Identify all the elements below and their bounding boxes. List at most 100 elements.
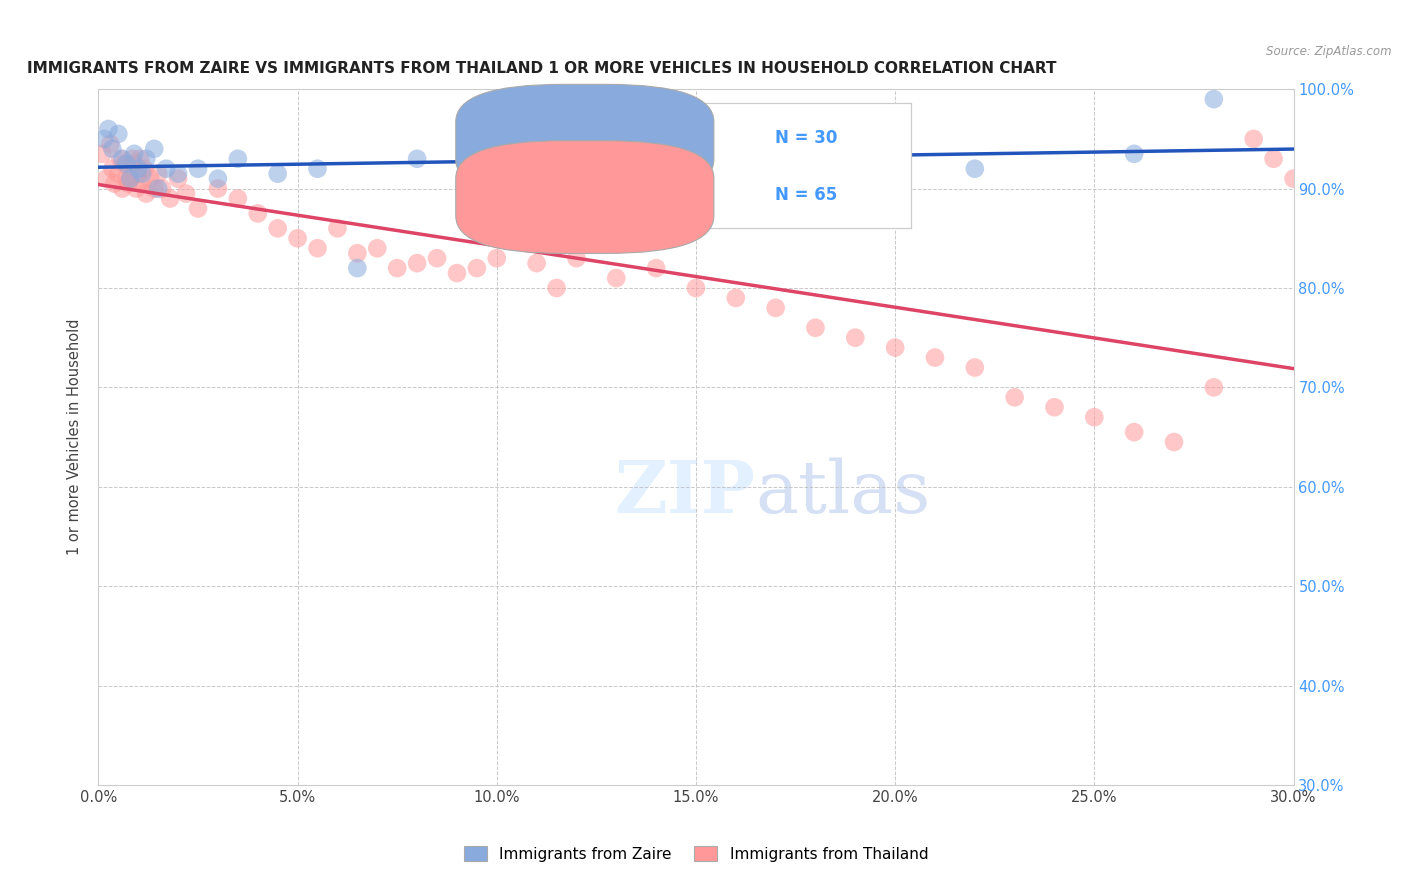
Point bbox=[150, 181, 173, 195]
Point bbox=[124, 146, 146, 161]
Point bbox=[101, 161, 124, 176]
Point bbox=[127, 161, 149, 176]
Point bbox=[93, 132, 115, 146]
Point bbox=[125, 181, 148, 195]
Point bbox=[924, 351, 946, 365]
Point bbox=[226, 152, 249, 166]
Point bbox=[107, 127, 129, 141]
Point bbox=[287, 231, 309, 245]
Point bbox=[565, 157, 588, 171]
Point bbox=[1083, 410, 1105, 425]
Point bbox=[346, 261, 368, 276]
Point bbox=[645, 261, 668, 276]
Point bbox=[187, 161, 209, 176]
Point bbox=[101, 142, 124, 156]
Text: Source: ZipAtlas.com: Source: ZipAtlas.com bbox=[1267, 45, 1392, 58]
Point bbox=[207, 171, 229, 186]
Legend: Immigrants from Zaire, Immigrants from Thailand: Immigrants from Zaire, Immigrants from T… bbox=[458, 839, 934, 868]
Point bbox=[148, 181, 170, 195]
Point bbox=[1263, 152, 1285, 166]
Point bbox=[148, 167, 170, 181]
Point bbox=[120, 171, 142, 186]
Point bbox=[115, 171, 138, 186]
Point bbox=[111, 181, 134, 195]
Point bbox=[124, 157, 146, 171]
Point bbox=[645, 152, 668, 166]
Point bbox=[135, 152, 157, 166]
Point bbox=[167, 171, 190, 186]
Point bbox=[406, 152, 429, 166]
Point bbox=[139, 171, 162, 186]
Point bbox=[605, 271, 627, 285]
Point bbox=[187, 202, 209, 216]
Point bbox=[91, 146, 114, 161]
Point bbox=[159, 192, 181, 206]
Point bbox=[1123, 425, 1146, 439]
Point bbox=[267, 221, 290, 235]
Point bbox=[155, 161, 177, 176]
Point bbox=[724, 291, 747, 305]
Point bbox=[134, 161, 156, 176]
Point bbox=[565, 251, 588, 265]
Point bbox=[96, 171, 118, 186]
Point bbox=[117, 177, 139, 191]
Point bbox=[485, 251, 508, 265]
Point bbox=[406, 256, 429, 270]
Point bbox=[110, 152, 132, 166]
Point bbox=[107, 167, 129, 181]
Point bbox=[174, 186, 197, 201]
Point bbox=[1163, 435, 1185, 450]
Point bbox=[884, 341, 907, 355]
Point bbox=[1123, 146, 1146, 161]
Point bbox=[111, 152, 134, 166]
Point bbox=[115, 157, 138, 171]
Point bbox=[1202, 92, 1225, 106]
Point bbox=[98, 136, 122, 151]
Point bbox=[844, 331, 866, 345]
Point bbox=[346, 246, 368, 260]
Point bbox=[207, 181, 229, 195]
Point bbox=[307, 241, 329, 255]
Point bbox=[1043, 401, 1066, 415]
Text: atlas: atlas bbox=[756, 458, 931, 528]
Point bbox=[120, 171, 142, 186]
Point bbox=[121, 152, 143, 166]
Point bbox=[135, 186, 157, 201]
Point bbox=[446, 266, 468, 280]
Point bbox=[143, 181, 166, 195]
Point bbox=[366, 241, 388, 255]
Text: IMMIGRANTS FROM ZAIRE VS IMMIGRANTS FROM THAILAND 1 OR MORE VEHICLES IN HOUSEHOL: IMMIGRANTS FROM ZAIRE VS IMMIGRANTS FROM… bbox=[27, 61, 1056, 76]
Point bbox=[131, 167, 153, 181]
Point bbox=[112, 157, 135, 171]
Point bbox=[1004, 390, 1026, 404]
Point bbox=[167, 167, 190, 181]
Point bbox=[103, 177, 125, 191]
Point bbox=[267, 167, 290, 181]
Point bbox=[127, 167, 149, 181]
Point bbox=[143, 142, 166, 156]
Point bbox=[97, 122, 120, 136]
Point bbox=[685, 281, 707, 295]
Point bbox=[307, 161, 329, 176]
Point bbox=[765, 301, 787, 315]
Text: ZIP: ZIP bbox=[614, 458, 756, 528]
Point bbox=[526, 256, 548, 270]
Point bbox=[131, 177, 153, 191]
Point bbox=[226, 192, 249, 206]
Point bbox=[129, 152, 152, 166]
Point bbox=[884, 146, 907, 161]
Point bbox=[326, 221, 349, 235]
Point bbox=[546, 281, 568, 295]
Point bbox=[465, 261, 488, 276]
Point bbox=[804, 320, 827, 334]
Point bbox=[1202, 380, 1225, 394]
Point bbox=[246, 206, 269, 220]
Point bbox=[426, 251, 449, 265]
Point bbox=[963, 360, 986, 375]
Point bbox=[1243, 132, 1265, 146]
Point bbox=[385, 261, 409, 276]
Point bbox=[485, 161, 508, 176]
Y-axis label: 1 or more Vehicles in Household: 1 or more Vehicles in Household bbox=[67, 318, 83, 556]
Point bbox=[963, 161, 986, 176]
Point bbox=[804, 161, 827, 176]
